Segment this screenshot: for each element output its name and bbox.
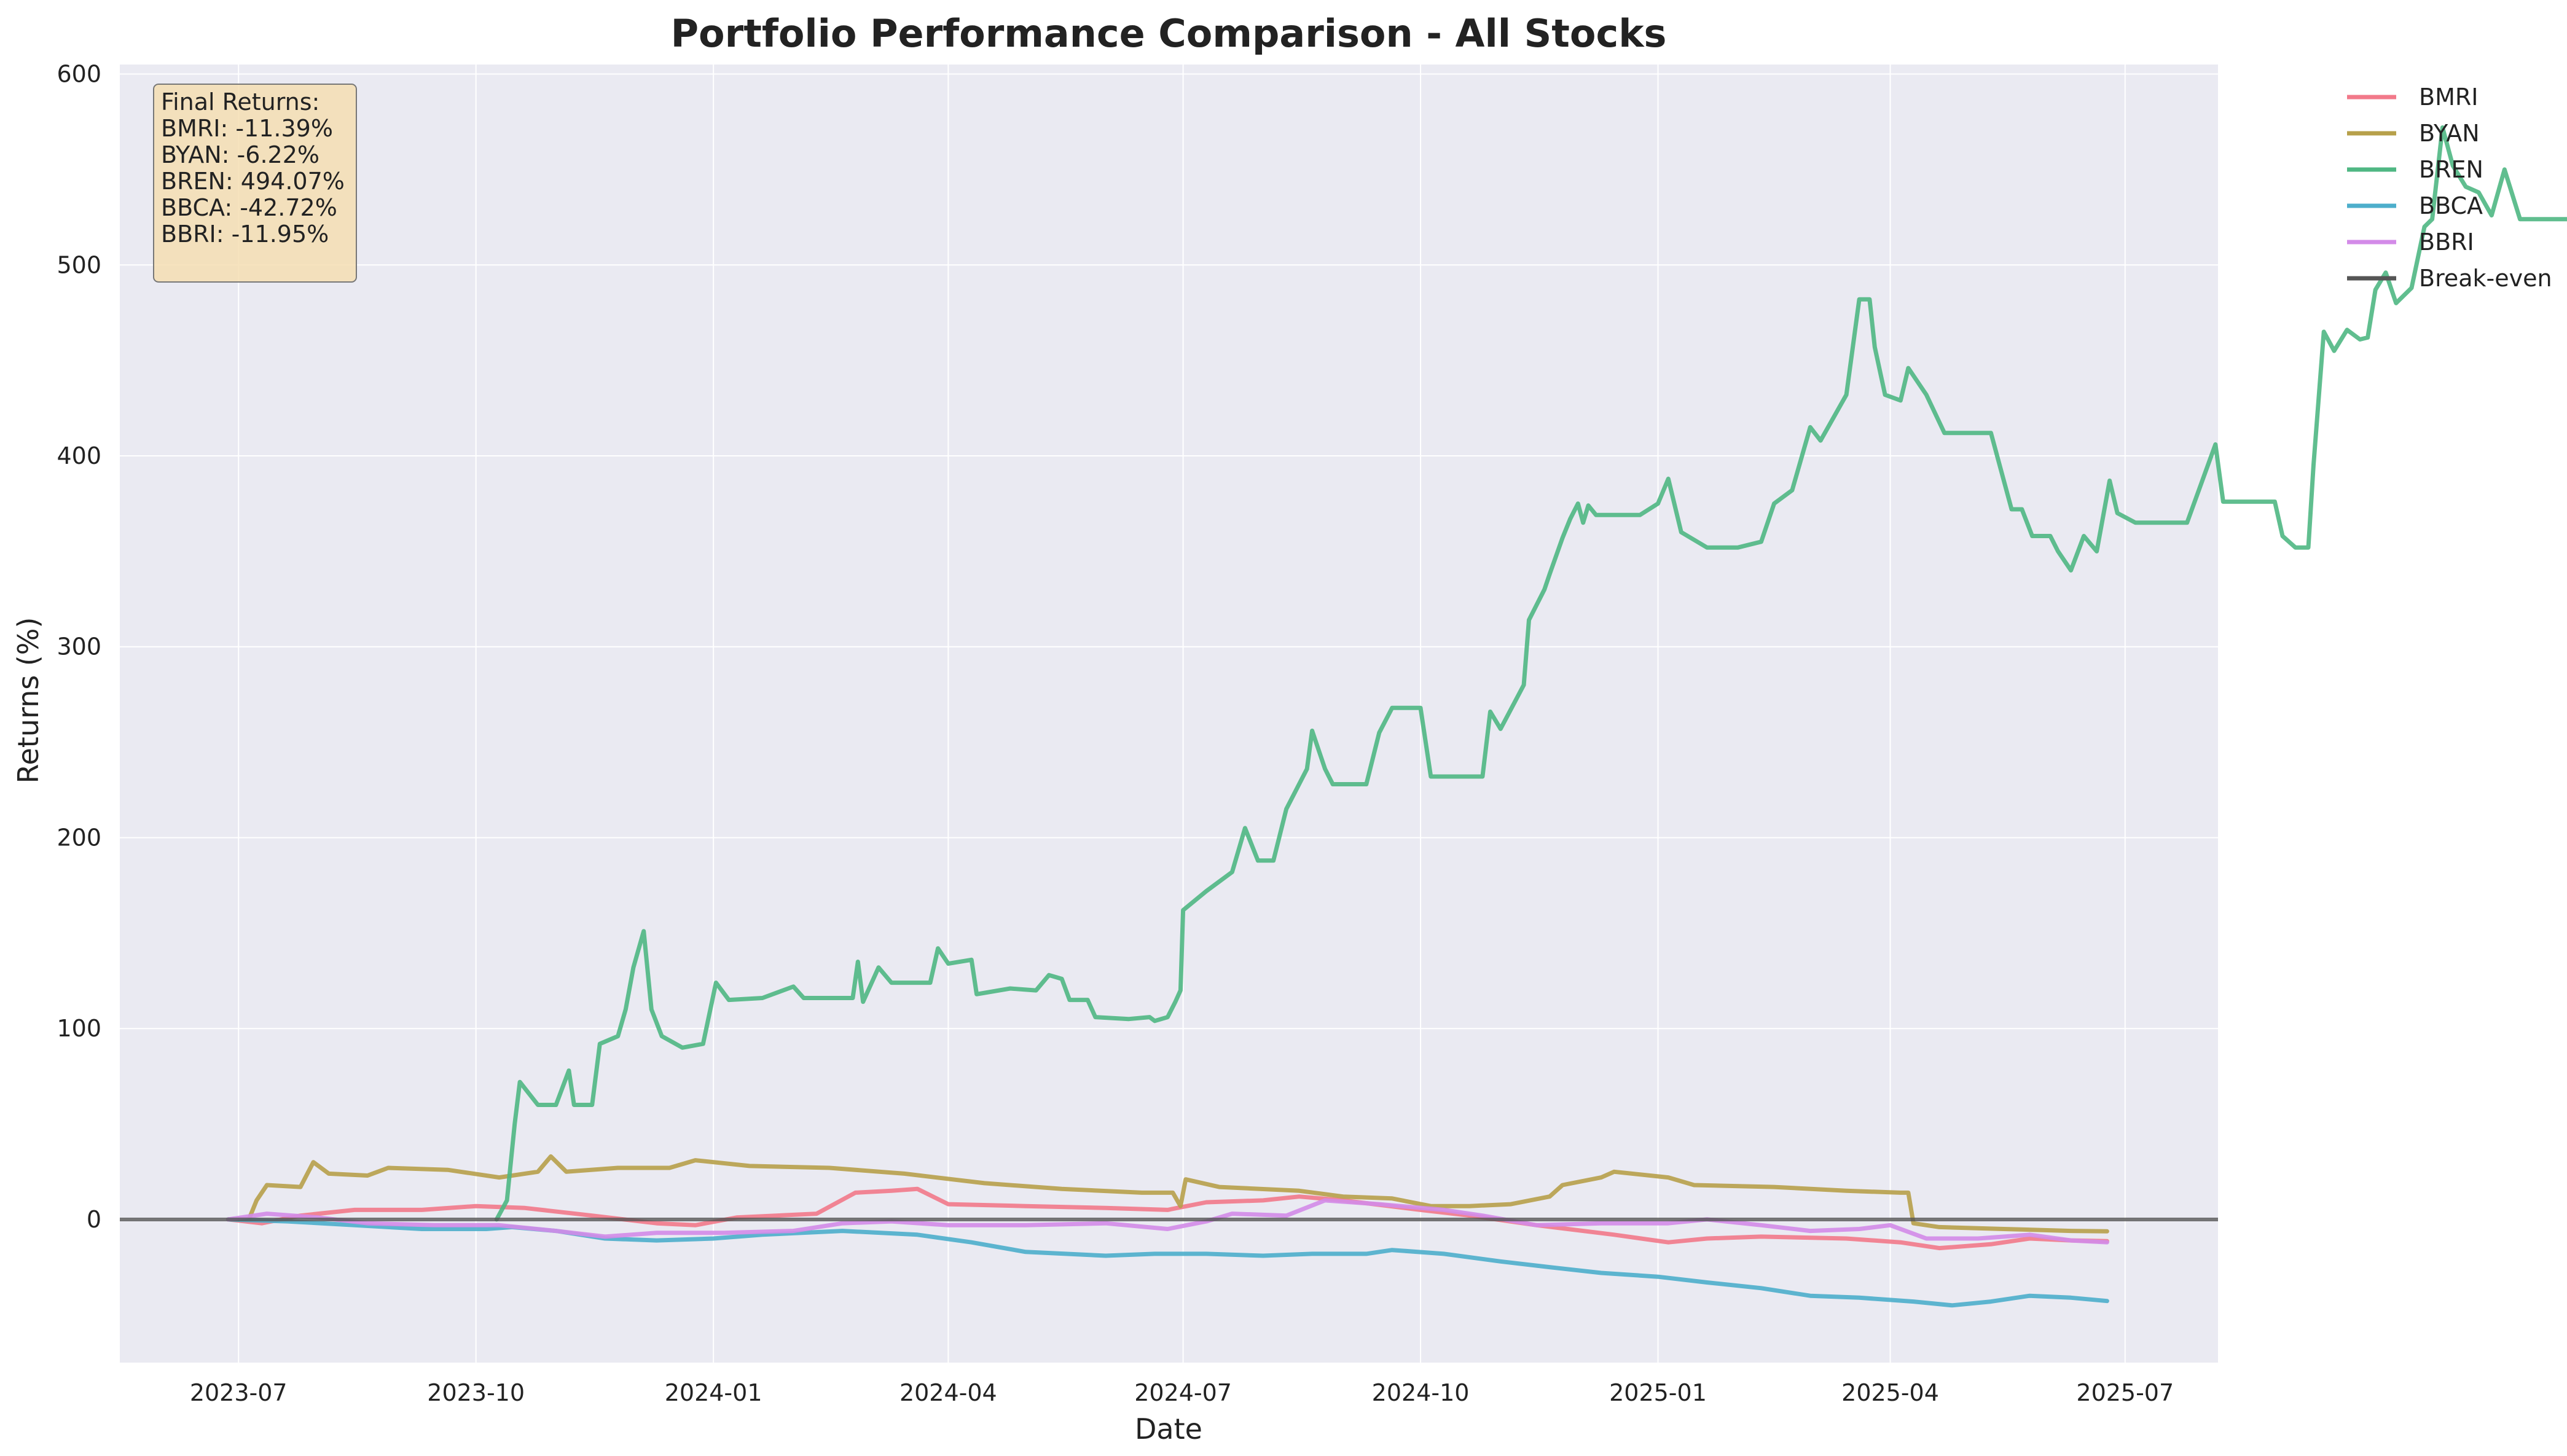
legend-label-bmri: BMRI bbox=[2419, 84, 2478, 111]
y-tick-label: 600 bbox=[57, 61, 101, 88]
final-returns-line: BBRI: -11.95% bbox=[161, 221, 329, 248]
x-tick-label: 2024-04 bbox=[899, 1379, 997, 1406]
final-returns-line: BREN: 494.07% bbox=[161, 168, 345, 195]
legend-label-bbri: BBRI bbox=[2419, 229, 2474, 256]
final-returns-box: Final Returns: BMRI: -11.39%BYAN: -6.22%… bbox=[153, 84, 357, 283]
grid bbox=[120, 65, 2218, 1363]
x-axis-label: Date bbox=[1135, 1412, 1202, 1446]
y-tick-label: 0 bbox=[87, 1206, 101, 1233]
final-returns-box-bg bbox=[153, 84, 357, 283]
final-returns-line: BBCA: -42.72% bbox=[161, 194, 337, 221]
legend-label-bren: BREN bbox=[2419, 156, 2483, 183]
final-returns-line: BMRI: -11.39% bbox=[161, 115, 333, 142]
x-tick-label: 2024-10 bbox=[1372, 1379, 1470, 1406]
legend-label-bbca: BBCA bbox=[2419, 192, 2483, 219]
y-tick-label: 100 bbox=[57, 1015, 101, 1042]
series-layer bbox=[225, 125, 2567, 1308]
series-line-bmri bbox=[225, 1186, 2109, 1251]
x-tick-label: 2024-07 bbox=[1134, 1379, 1232, 1406]
final-returns-title: Final Returns: bbox=[161, 88, 319, 115]
x-tick-labels: 2023-07 2023-10 2024-01 2024-04 2024-07 2024-… bbox=[190, 1379, 2174, 1406]
x-tick-label: 2025-01 bbox=[1609, 1379, 1707, 1406]
plot-area bbox=[120, 65, 2218, 1363]
final-returns-line: BYAN: -6.22% bbox=[161, 141, 319, 168]
y-tick-label: 400 bbox=[57, 442, 101, 469]
x-tick-label: 2023-10 bbox=[427, 1379, 525, 1406]
y-tick-labels: 0 100 200 300 400 500 600 bbox=[57, 61, 101, 1233]
x-tick-label: 2024-01 bbox=[665, 1379, 762, 1406]
chart-title: Portfolio Performance Comparison - All S… bbox=[671, 11, 1667, 56]
final-returns-lines: BMRI: -11.39%BYAN: -6.22%BREN: 494.07%BB… bbox=[161, 115, 345, 248]
y-tick-label: 200 bbox=[57, 824, 101, 851]
x-tick-label: 2025-07 bbox=[2076, 1379, 2174, 1406]
legend-label-break-even: Break-even bbox=[2419, 265, 2552, 292]
legend-label-byan: BYAN bbox=[2419, 120, 2480, 147]
series-line-bren bbox=[494, 125, 2567, 1222]
y-tick-label: 300 bbox=[57, 633, 101, 660]
series-line-bbri bbox=[225, 1198, 2109, 1245]
legend: BMRI BYAN BREN BBCA BBRI Break-even bbox=[2347, 84, 2552, 292]
x-tick-label: 2025-04 bbox=[1841, 1379, 1939, 1406]
y-axis-label: Returns (%) bbox=[12, 617, 45, 784]
y-tick-label: 500 bbox=[57, 251, 101, 278]
x-tick-label: 2023-07 bbox=[190, 1379, 288, 1406]
series-line-byan bbox=[225, 1154, 2109, 1234]
